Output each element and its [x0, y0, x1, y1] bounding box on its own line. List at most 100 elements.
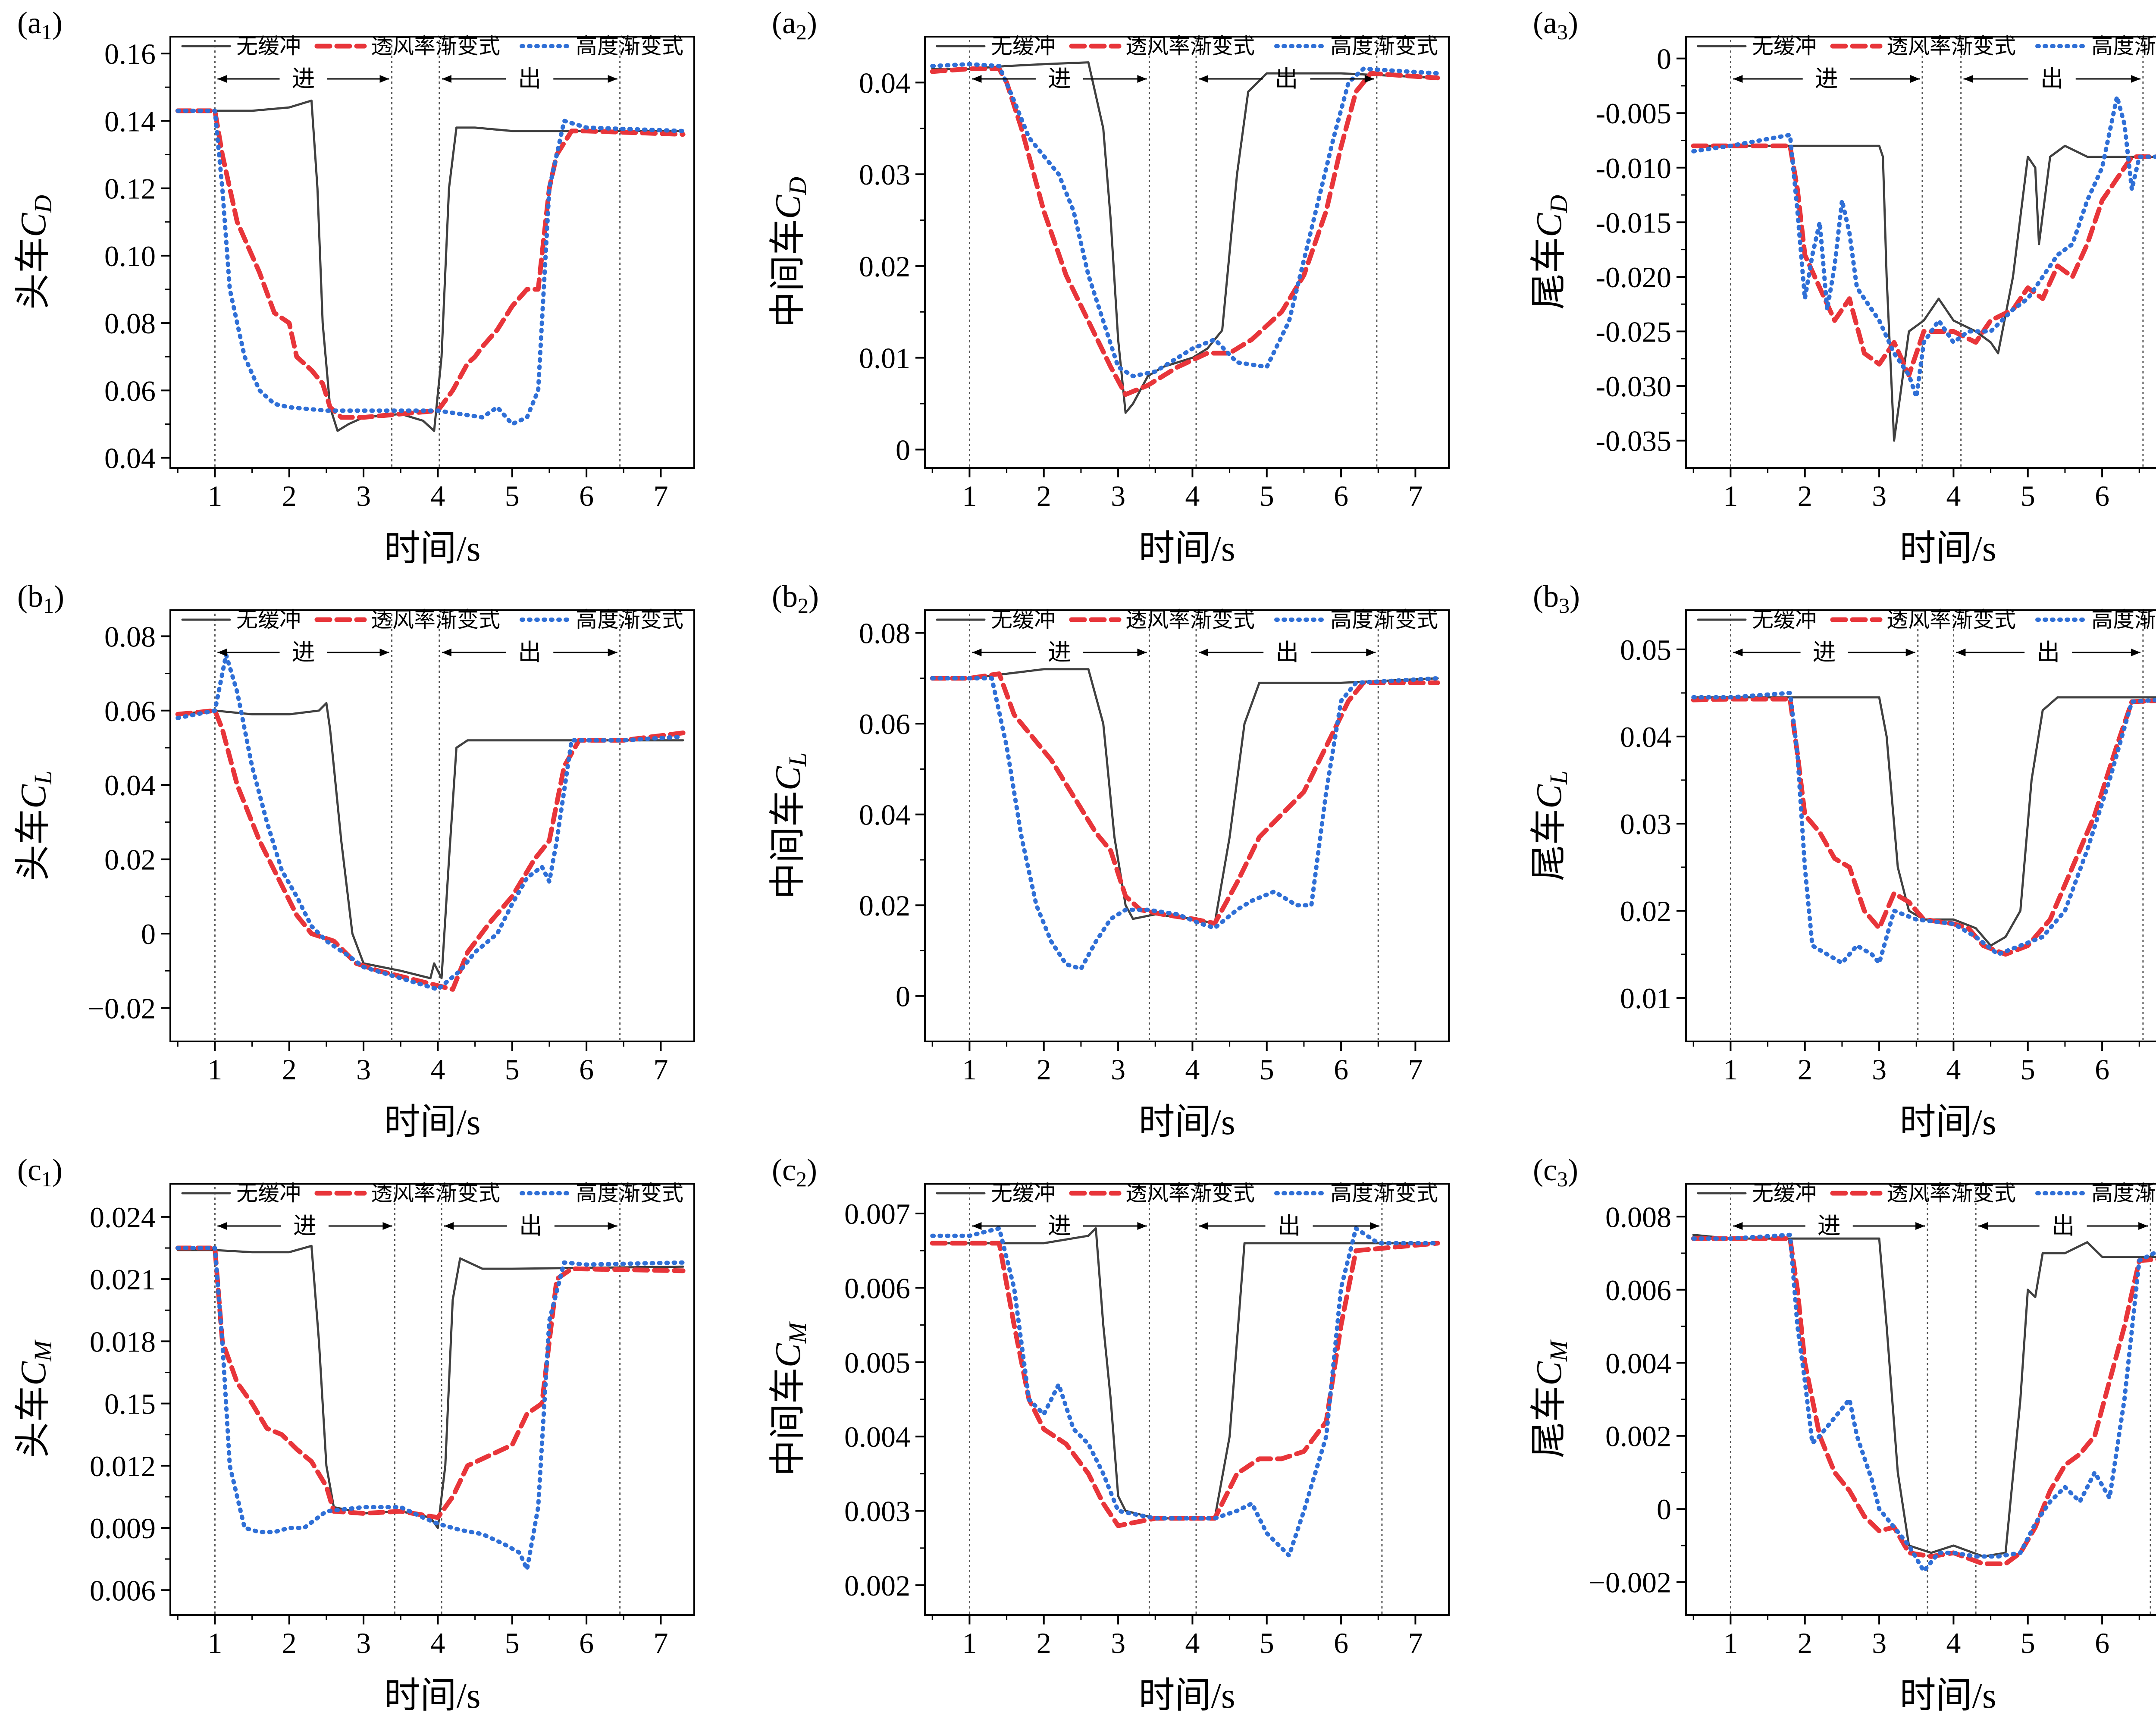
- legend-label-3: 高度渐变式: [576, 608, 683, 632]
- y-tick-label: 0.04: [104, 442, 156, 475]
- x-tick-label: 5: [2021, 1053, 2035, 1086]
- series-line-porosity-gradient: [1691, 1236, 2156, 1566]
- series-group: [930, 61, 1440, 414]
- phase-out-arrowhead-right: [608, 75, 617, 83]
- series-line-height-gradient: [1691, 690, 2156, 966]
- y-axis-title-symbol: C: [1529, 784, 1569, 809]
- panel-label-subscript: 2: [798, 593, 808, 618]
- y-tick-label: 0.003: [844, 1495, 910, 1528]
- panel-label-letter: c: [28, 1153, 41, 1187]
- x-tick-label: 1: [962, 1053, 977, 1086]
- x-tick-label: 1: [207, 480, 222, 512]
- x-tick-label: 7: [653, 1627, 668, 1659]
- panel-label-open: (: [772, 579, 782, 614]
- y-axis-title-symbol: C: [1529, 213, 1569, 237]
- legend-label-1: 无缓冲: [236, 34, 301, 58]
- legend-label-2: 透风率渐变式: [371, 34, 500, 58]
- y-tick-label: -0.025: [1595, 316, 1671, 348]
- x-tick-label: 4: [1185, 1053, 1200, 1086]
- series-group: [930, 668, 1440, 971]
- x-tick-label: 6: [1334, 480, 1348, 512]
- phase-out-arrowhead-left: [1199, 75, 1209, 83]
- y-axis-title: 尾车CL: [1529, 771, 1573, 881]
- panel-label: (a3): [1533, 6, 1578, 44]
- x-tick-label: 4: [430, 1053, 445, 1086]
- x-tick-label: 1: [962, 480, 977, 512]
- legend-label-3: 高度渐变式: [2091, 34, 2156, 58]
- y-tick-label: 0.15: [104, 1388, 156, 1420]
- y-tick-label: 0.06: [859, 708, 910, 740]
- y-axis-title: 头车CD: [13, 195, 57, 310]
- panel-label-subscript: 2: [796, 20, 807, 44]
- y-tick-label: 0.002: [844, 1569, 910, 1602]
- y-axis-title-car: 尾车: [1529, 237, 1569, 310]
- x-tick-label: 6: [1334, 1053, 1348, 1086]
- x-axis-title: 时间/s: [384, 1102, 480, 1142]
- series-line-porosity-gradient: [930, 671, 1440, 926]
- y-axis-title-car: 头车: [13, 1386, 53, 1458]
- y-tick-label: −0.02: [88, 992, 156, 1025]
- series-line-no-buffer: [1692, 696, 2156, 947]
- panel-label-close: ): [807, 1153, 817, 1187]
- x-tick-label: 6: [579, 1053, 594, 1086]
- panel-label-letter: c: [1543, 1153, 1557, 1187]
- x-axis-title: 时间/s: [1899, 1676, 1996, 1712]
- series-line-no-buffer: [931, 61, 1439, 414]
- x-tick-label: 7: [653, 1053, 668, 1086]
- series-group: [175, 1245, 686, 1572]
- axes-frame: [1685, 36, 2156, 469]
- x-tick-label: 5: [505, 480, 520, 512]
- phase-out-arrowhead-right: [1364, 75, 1374, 83]
- y-tick-label: -0.030: [1595, 370, 1671, 403]
- y-tick-label: 0: [896, 433, 910, 466]
- y-tick-label: -0.005: [1595, 97, 1671, 130]
- x-tick-label: 5: [1260, 1053, 1274, 1086]
- y-axis-title-car: 头车: [13, 237, 53, 310]
- x-tick-label: 6: [2095, 480, 2109, 512]
- panel-label-close: ): [808, 579, 819, 614]
- x-tick-label: 1: [207, 1053, 222, 1086]
- x-tick-label: 5: [1260, 1627, 1274, 1659]
- phase-in-arrowhead-right: [1905, 649, 1915, 656]
- panel-label-letter: a: [28, 6, 41, 40]
- y-tick-label: 0.16: [104, 38, 156, 70]
- y-tick-label: 0.06: [104, 374, 156, 407]
- x-tick-label: 2: [1798, 1053, 1812, 1086]
- legend-label-1: 无缓冲: [991, 34, 1056, 58]
- y-tick-label: 0.10: [104, 240, 156, 273]
- x-axis-title: 时间/s: [1899, 1102, 1996, 1142]
- y-tick-label: 0.04: [104, 769, 156, 802]
- y-axis-title-symbol: C: [768, 194, 808, 219]
- panel-label: (c1): [17, 1153, 63, 1191]
- panel-label-close: ): [54, 579, 64, 614]
- legend-label-2: 透风率渐变式: [1887, 34, 2016, 58]
- legend-label-3: 高度渐变式: [576, 1181, 683, 1205]
- series-line-porosity-gradient: [930, 1241, 1440, 1528]
- panel-label-subscript: 2: [796, 1167, 807, 1191]
- series-line-porosity-gradient: [175, 1245, 686, 1520]
- panel-label-subscript: 3: [1557, 1167, 1568, 1191]
- phase-out-label: 出: [2037, 640, 2060, 665]
- y-axis-title-subscript: L: [783, 753, 812, 767]
- y-axis-title: 尾车CD: [1529, 195, 1573, 310]
- y-axis-title-subscript: M: [1545, 1339, 1573, 1362]
- panel-label: (a2): [772, 6, 817, 44]
- x-axis-title: 时间/s: [1138, 1676, 1235, 1712]
- x-tick-label: 5: [2021, 480, 2035, 512]
- series-line-porosity-gradient: [930, 66, 1440, 397]
- x-tick-label: 3: [1872, 1627, 1887, 1659]
- phase-out-arrowhead-right: [2131, 649, 2140, 656]
- legend-label-2: 透风率渐变式: [1125, 608, 1255, 632]
- series-line-porosity-gradient: [1691, 696, 2156, 957]
- legend-label-1: 无缓冲: [1752, 1181, 1817, 1205]
- x-tick-label: 7: [1408, 480, 1423, 512]
- legend-label-1: 无缓冲: [236, 1181, 301, 1205]
- phase-in-label: 进: [1813, 640, 1836, 665]
- x-tick-label: 4: [430, 480, 445, 512]
- y-tick-label: 0.02: [859, 250, 910, 283]
- phase-in-arrowhead-left: [217, 1222, 227, 1230]
- panel-label: (b3): [1533, 579, 1580, 618]
- panel-label-close: ): [52, 6, 63, 40]
- y-tick-label: 0.006: [844, 1272, 910, 1304]
- y-tick-label: 0.01: [859, 342, 910, 375]
